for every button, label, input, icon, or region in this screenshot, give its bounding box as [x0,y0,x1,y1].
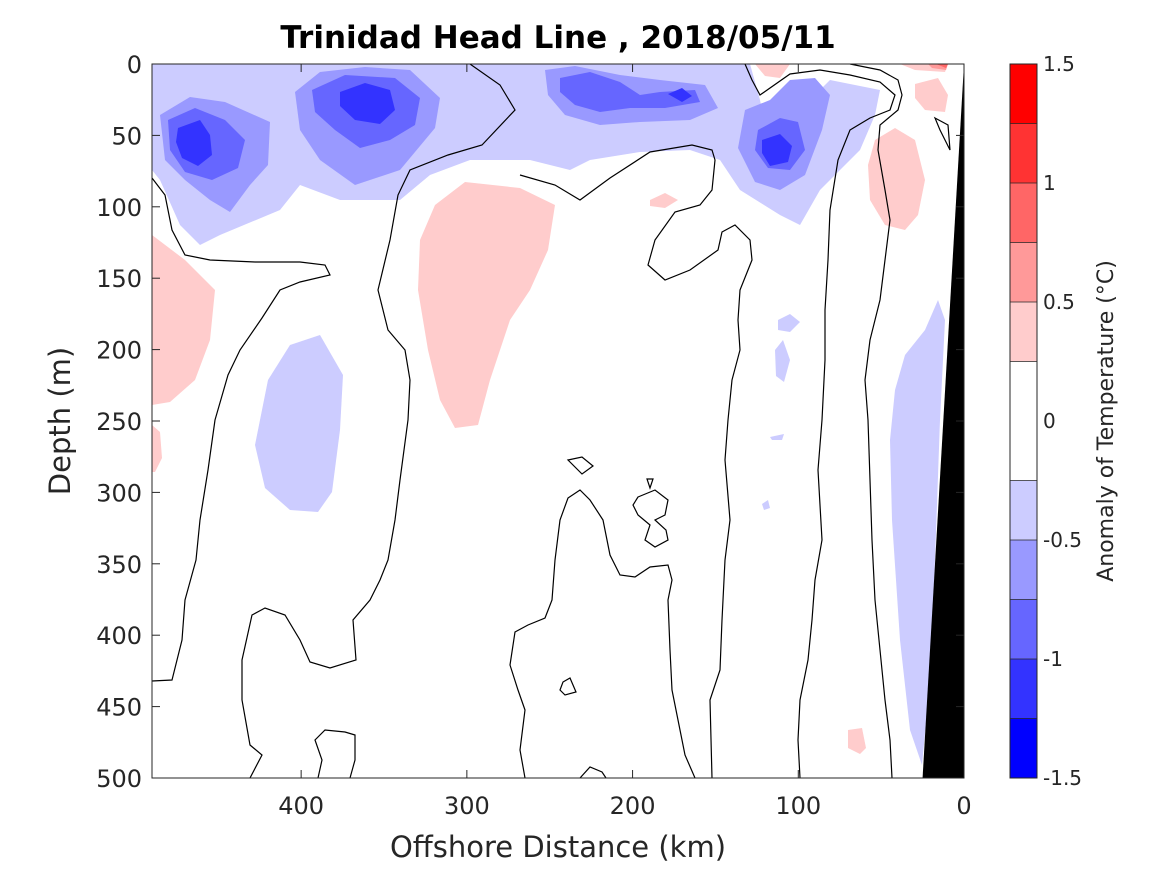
x-axis-label: Offshore Distance (km) [390,830,726,864]
contour-line [509,489,696,778]
contour-line [519,144,753,778]
colorbar-tick-label: -0.5 [1043,528,1082,552]
y-tick-label: 500 [96,765,142,793]
colorbar-segment [1010,64,1037,124]
cold-core-c [668,88,692,102]
cold-core-d [762,134,792,166]
warm-surface-e [936,64,948,68]
cold-speck-a [778,314,800,332]
colorbar-segment [1010,599,1037,659]
x-tick-label: 400 [278,792,324,820]
anomaly-fills [152,64,948,765]
contour-line [849,64,903,778]
colorbar-segment [1010,718,1037,778]
warm-patch-nearshore [868,128,925,230]
warm-surface-a [755,64,790,78]
colorbar-segment [1010,361,1037,481]
y-tick-label: 0 [127,51,142,79]
cold-patch-deep [255,335,343,512]
colorbar-tick-label: -1.5 [1043,766,1082,790]
x-tick-label: 300 [444,792,490,820]
contour-line [744,64,896,778]
contour-line [933,116,951,151]
x-tick-label: 100 [775,792,821,820]
contour-line [579,766,607,778]
colorbar-tick-label: 1.5 [1043,52,1075,76]
colorbar-segment [1010,480,1037,540]
cold-core-a [176,120,212,166]
bathymetry [922,64,964,778]
contour-line [559,677,577,696]
colorbar-segment [1010,659,1037,719]
warm-patch-central [418,182,555,428]
colorbar-tick-label: 1 [1043,171,1056,195]
contour-line [566,456,594,475]
bathymetry-wedge [922,64,964,778]
contour-line [314,729,356,778]
warm-surface-b [915,78,948,112]
colorbar-frame [1009,63,1038,779]
y-tick-label: 350 [96,551,142,579]
y-tick-label: 50 [111,122,142,150]
y-tick-label: 400 [96,622,142,650]
chart-title: Trinidad Head Line , 2018/05/11 [280,20,835,56]
x-tick-label: 200 [610,792,656,820]
colorbar-tick-label: 0.5 [1043,290,1075,314]
y-axis-label: Depth (m) [43,347,77,495]
cold-speck-b [775,340,790,382]
y-tick-label: 150 [96,265,142,293]
contour-line [152,177,331,682]
cold-fill-100c [560,72,700,112]
x-tick-label: 0 [956,792,971,820]
y-tick-label: 450 [96,694,142,722]
warm-patch-west-b [152,425,162,472]
cold-speck-d [762,500,770,510]
y-axis: 0 50 100 150 200 250 300 350 400 450 500 [96,51,964,793]
cold-core-b [340,83,395,124]
y-tick-label: 250 [96,408,142,436]
contour-line [632,489,669,548]
warm-speck-b [848,728,866,754]
colorbar-label: Anomaly of Temperature (°C) [1094,260,1119,582]
zero-contours [152,64,951,778]
y-tick-label: 200 [96,337,142,365]
y-tick-label: 100 [96,194,142,222]
warm-speck-a [650,193,678,208]
colorbar-segment [1010,123,1037,183]
contour-line [241,64,516,778]
cold-speck-c [770,434,784,440]
colorbar: 1.5 1 0.5 0 -0.5 -1 -1.5 [1009,52,1082,790]
colorbar-segment [1010,183,1037,243]
colorbar-segment [1010,540,1037,600]
colorbar-tick-label: -1 [1043,647,1063,671]
colorbar-tick-label: 0 [1043,409,1056,433]
x-axis: 400 300 200 100 0 [278,64,972,820]
colorbar-segment [1010,242,1037,302]
y-tick-label: 300 [96,479,142,507]
contour-line [646,478,654,490]
warm-patch-west [152,235,215,405]
colorbar-segment [1010,302,1037,362]
